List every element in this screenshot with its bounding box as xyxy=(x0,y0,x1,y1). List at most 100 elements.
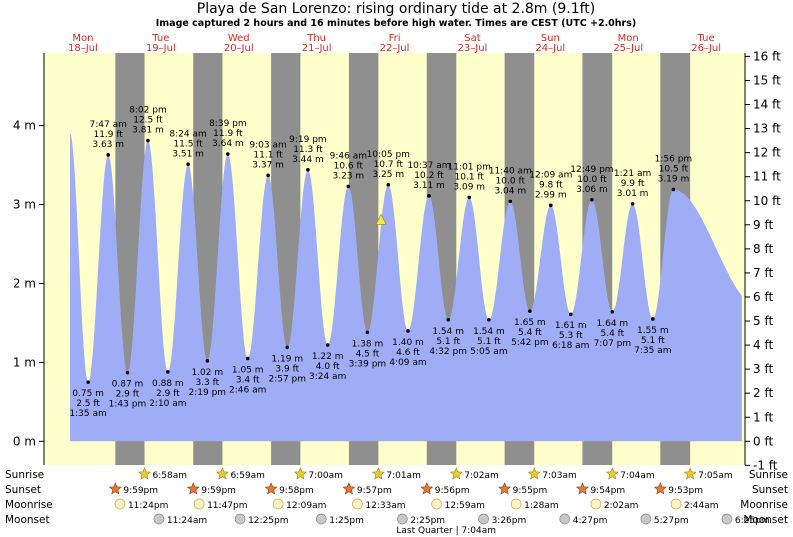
high-tide-point xyxy=(630,201,635,206)
high-tide-label: 3.04 m xyxy=(494,186,526,196)
low-tide-label: 1.65 m xyxy=(514,318,546,328)
low-tide-point xyxy=(166,370,170,374)
moonrise-icon xyxy=(272,498,284,510)
sunrise-icon xyxy=(605,467,619,480)
high-tide-label: 10:05 pm xyxy=(367,150,410,160)
sunrise-label-left: Sunrise xyxy=(5,469,44,481)
moon-phase-label: Last Quarter | 7:04am xyxy=(396,526,496,536)
moonset-time: 4:27pm xyxy=(573,516,608,526)
moonset-time: 5:27pm xyxy=(654,516,689,526)
low-tide-point xyxy=(568,312,573,317)
low-tide-label: 2.9 ft xyxy=(116,390,140,400)
right-tick-label: 15 ft xyxy=(753,73,781,87)
high-tide-label: 7:47 am xyxy=(90,120,127,130)
sunset-time: 9:59pm xyxy=(123,486,158,496)
high-tide-label: 12:09 am xyxy=(529,170,572,180)
right-tick-label: 9 ft xyxy=(753,218,773,232)
right-tick-label: 16 ft xyxy=(753,49,781,63)
moonrise-icon xyxy=(670,498,682,510)
high-tide-label: 3.19 m xyxy=(658,175,690,185)
high-tide-label: 8:39 pm xyxy=(209,119,247,129)
low-tide-label: 3.3 ft xyxy=(195,378,219,388)
sunset-time: 9:57pm xyxy=(357,486,392,496)
high-tide-label: 3.25 m xyxy=(372,170,404,180)
low-tide-label: 0.75 m xyxy=(72,389,104,399)
high-tide-point xyxy=(146,138,150,143)
low-tide-label: 7:35 am xyxy=(634,346,671,356)
chart-title: Playa de San Lorenzo: rising ordinary ti… xyxy=(197,1,596,17)
high-tide-label: 3.81 m xyxy=(132,126,164,136)
day-name-label: Sat xyxy=(464,33,480,44)
right-tick-label: 6 ft xyxy=(753,290,773,304)
sunset-icon xyxy=(653,482,667,495)
low-tide-label: 1.64 m xyxy=(597,319,629,329)
low-tide-point xyxy=(406,329,410,333)
low-tide-label: 3.9 ft xyxy=(275,364,299,374)
moonrise-time: 2:44am xyxy=(684,501,719,511)
high-tide-label: 11.1 ft xyxy=(253,150,283,160)
high-tide-label: 10:37 am xyxy=(407,161,450,171)
sunset-icon xyxy=(575,482,589,495)
right-tick-label: 8 ft xyxy=(753,242,773,256)
low-tide-label: 1.38 m xyxy=(352,339,384,349)
high-tide-point xyxy=(106,153,111,157)
sunset-icon xyxy=(420,482,434,495)
day-name-label: Mon xyxy=(618,33,639,44)
high-tide-label: 12:49 pm xyxy=(570,165,613,175)
high-tide-label: 3.63 m xyxy=(92,140,124,150)
high-tide-label: 3.11 m xyxy=(413,181,445,191)
low-tide-label: 1.22 m xyxy=(312,352,344,362)
high-tide-label: 8:02 pm xyxy=(129,106,167,116)
moonrise-time: 12:33am xyxy=(365,501,405,511)
moonset-icon xyxy=(153,513,165,525)
right-tick-label: 5 ft xyxy=(753,314,773,328)
plot-area: 0 m 1 m 2 m 3 m 4 m -1 ft 0 ft 1 ft 2 ft 3 ft 4 f… xyxy=(13,49,781,472)
sunset-icon xyxy=(264,482,278,495)
low-tide-label: 1.19 m xyxy=(271,354,303,364)
moonrise-icon xyxy=(114,498,126,510)
low-tide-label: 0.87 m xyxy=(112,380,144,390)
moonset-icon xyxy=(478,513,489,525)
moonrise-time: 11:24pm xyxy=(128,501,168,511)
low-tide-label: 5:05 am xyxy=(470,347,507,357)
low-tide-label: 5.3 ft xyxy=(559,331,583,341)
moonrise-icon xyxy=(193,498,205,510)
moonrise-time: 11:47pm xyxy=(207,501,247,511)
low-tide-label: 2:10 am xyxy=(149,399,186,409)
right-tick-label: 3 ft xyxy=(753,362,773,376)
low-tide-point xyxy=(365,330,370,335)
moonset-icon xyxy=(397,513,408,525)
low-tide-point xyxy=(446,317,450,322)
moonrise-icon xyxy=(352,498,363,510)
moonrise-time: 12:09am xyxy=(286,501,326,511)
low-tide-point xyxy=(245,356,250,361)
high-tide-point xyxy=(549,203,553,208)
day-name-label: Tue xyxy=(151,33,169,44)
high-tide-label: 10.0 ft xyxy=(496,176,526,186)
right-tick-label: 4 ft xyxy=(753,338,773,352)
right-axis-ticks: -1 ft 0 ft 1 ft 2 ft 3 ft 4 ft 5 ft 6 ft 7 ft 8 f… xyxy=(745,49,781,472)
day-date-label: 18–Jul xyxy=(68,43,98,54)
sunset-icon xyxy=(342,482,356,495)
high-tide-point xyxy=(186,162,190,167)
right-tick-label: 11 ft xyxy=(753,170,781,184)
low-tide-label: 1.40 m xyxy=(392,338,424,348)
high-tide-label: 3.37 m xyxy=(252,160,284,170)
high-tide-label: 3.44 m xyxy=(292,155,324,165)
now-marker-icon xyxy=(375,213,387,225)
right-tick-label: -1 ft xyxy=(753,458,778,472)
sunset-time: 9:55pm xyxy=(513,486,548,496)
right-tick-label: 14 ft xyxy=(753,98,781,112)
high-tide-label: 9.9 ft xyxy=(621,179,645,189)
high-tide-label: 9:46 am xyxy=(330,151,367,161)
low-tide-label: 5.1 ft xyxy=(641,336,665,346)
high-tide-point xyxy=(386,183,391,187)
high-tide-label: 10.6 ft xyxy=(334,161,364,171)
moonset-time: 3:26pm xyxy=(492,516,527,526)
low-tide-point xyxy=(205,359,210,363)
sunrise-time: 7:05am xyxy=(698,471,733,481)
low-tide-label: 3:24 am xyxy=(309,372,346,382)
low-tide-label: 7:07 pm xyxy=(594,339,632,349)
day-date-label: 19–Jul xyxy=(146,43,176,54)
